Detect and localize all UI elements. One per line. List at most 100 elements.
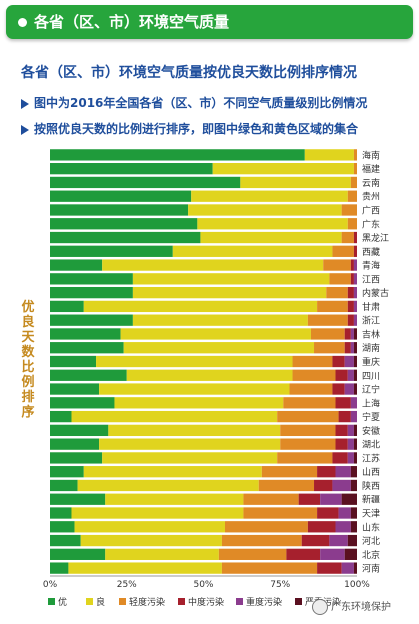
watermark: 广东环境保护	[312, 598, 391, 615]
bar-天津-series-0	[50, 507, 72, 519]
category-label: 西藏	[362, 246, 380, 258]
bar-西藏-series-3	[353, 245, 357, 257]
bar-甘肃-series-2	[317, 300, 348, 313]
bar-河南-series-2	[221, 562, 318, 574]
category-label: 浙江	[362, 315, 380, 327]
bar-甘肃-series-4	[353, 300, 357, 313]
category-label: 河北	[362, 535, 380, 547]
bar-陕西-series-1	[77, 479, 259, 492]
bar-重庆-series-1	[96, 355, 293, 368]
bar-重庆-series-0	[50, 355, 97, 368]
bar-湖北-series-1	[99, 438, 281, 450]
bar-河南-series-4	[341, 562, 354, 574]
bar-四川-series-3	[335, 369, 348, 381]
note-2: 按照优良天数的比例进行排序，即图中绿色和黄色区域的集合	[21, 120, 358, 137]
note-1-text: 图中为2016年全国各省（区、市）不同空气质量级别比例情况	[34, 96, 368, 110]
bar-河北-series-2	[221, 534, 302, 547]
bar-福建-series-0	[50, 163, 213, 175]
bar-广西-series-2	[341, 204, 357, 216]
legend-swatch	[295, 598, 302, 605]
bar-青海-series-2	[323, 259, 351, 271]
bar-贵州-series-2	[347, 190, 357, 202]
bar-吉林-series-4	[350, 328, 354, 340]
bar-广东-series-0	[50, 218, 198, 230]
bar-上海-series-3	[335, 397, 351, 409]
bar-河北-series-3	[301, 534, 330, 547]
bar-江西-series-3	[350, 273, 354, 285]
bar-湖南-series-2	[314, 342, 345, 354]
bar-四川-series-1	[126, 369, 293, 381]
bar-甘肃-series-1	[83, 300, 318, 313]
bar-云南-series-0	[50, 176, 241, 189]
bar-山西-series-4	[335, 466, 351, 478]
category-label: 宁夏	[362, 411, 380, 423]
legend-swatch	[48, 598, 55, 605]
bar-云南-series-1	[240, 176, 351, 189]
legend-label: 良	[96, 596, 105, 608]
bar-甘肃-series-0	[50, 300, 84, 313]
bar-福建-series-2	[353, 163, 357, 175]
bar-天津-series-5	[350, 507, 357, 519]
bar-天津-series-4	[338, 507, 351, 519]
bar-内蒙古-series-0	[50, 286, 133, 299]
bar-海南-series-1	[304, 149, 354, 161]
bar-浙江-series-2	[307, 314, 348, 326]
bar-山西-series-5	[350, 466, 357, 478]
bar-湖南-series-3	[344, 342, 351, 354]
bar-浙江-series-4	[353, 314, 357, 326]
bar-海南-series-0	[50, 149, 305, 161]
bar-四川-series-4	[347, 369, 354, 381]
bar-山西-series-1	[83, 466, 262, 478]
bar-江苏-series-2	[277, 452, 333, 464]
bar-广西-series-0	[50, 204, 189, 216]
bar-河南-series-1	[68, 562, 222, 574]
category-label: 广西	[362, 204, 380, 216]
bar-内蒙古-series-1	[132, 286, 327, 299]
bar-安徽-series-3	[335, 424, 348, 437]
bar-山东-series-3	[307, 521, 336, 533]
bar-江苏-series-3	[332, 452, 348, 464]
bar-浙江-series-3	[347, 314, 354, 326]
bar-上海-series-0	[50, 397, 115, 409]
bar-江苏-series-4	[347, 452, 354, 464]
bar-江苏-series-1	[102, 452, 278, 464]
bar-新疆-series-0	[50, 493, 106, 505]
bar-重庆-series-2	[292, 355, 333, 368]
category-label: 陕西	[362, 480, 380, 492]
bar-湖北-series-5	[353, 438, 357, 450]
bar-山东-series-1	[74, 521, 225, 533]
bar-陕西-series-5	[350, 479, 357, 492]
legend-swatch	[119, 598, 126, 605]
bar-宁夏-series-3	[338, 410, 351, 423]
bar-河北-series-5	[347, 534, 357, 547]
bar-山西-series-2	[261, 466, 318, 478]
legend-label: 重度污染	[246, 596, 282, 608]
bar-河北-series-4	[329, 534, 348, 547]
bar-江西-series-0	[50, 273, 133, 285]
bar-内蒙古-series-4	[353, 286, 357, 299]
legend-swatch	[236, 598, 243, 605]
bar-上海-series-2	[283, 397, 336, 409]
bar-四川-series-5	[353, 369, 357, 381]
legend-label: 中度污染	[188, 596, 224, 608]
bar-陕西-series-2	[258, 479, 315, 492]
bar-山东-series-4	[335, 521, 351, 533]
x-tick-label: 50%	[193, 580, 213, 590]
bar-湖北-series-4	[347, 438, 354, 450]
bar-辽宁-series-5	[353, 383, 357, 395]
bar-山西-series-3	[317, 466, 336, 478]
bar-山东-series-2	[224, 521, 308, 533]
category-label: 吉林	[362, 328, 380, 340]
category-label: 贵州	[362, 191, 380, 203]
category-label: 黑龙江	[362, 232, 389, 244]
bar-湖北-series-2	[280, 438, 336, 450]
category-label: 湖南	[362, 342, 380, 354]
bar-江西-series-1	[132, 273, 330, 285]
bar-江西-series-2	[329, 273, 351, 285]
legend-label: 轻度污染	[129, 596, 165, 608]
bar-吉林-series-3	[344, 328, 351, 340]
legend-swatch	[178, 598, 185, 605]
bar-内蒙古-series-3	[347, 286, 354, 299]
bar-山东-series-0	[50, 521, 75, 533]
bar-新疆-series-2	[243, 493, 299, 505]
